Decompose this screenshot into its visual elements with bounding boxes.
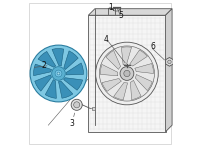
Circle shape	[96, 42, 158, 105]
Polygon shape	[35, 75, 51, 91]
Polygon shape	[166, 9, 172, 132]
Polygon shape	[135, 75, 152, 91]
Polygon shape	[130, 80, 141, 100]
Polygon shape	[130, 50, 147, 66]
Circle shape	[52, 67, 65, 80]
Polygon shape	[106, 50, 121, 69]
Polygon shape	[114, 82, 128, 100]
Ellipse shape	[113, 8, 120, 11]
Circle shape	[168, 60, 171, 64]
Polygon shape	[166, 57, 173, 66]
Text: 2: 2	[42, 61, 46, 70]
Polygon shape	[38, 51, 56, 67]
Bar	[88, 15, 166, 132]
Circle shape	[30, 45, 87, 102]
Polygon shape	[88, 9, 172, 15]
Polygon shape	[34, 64, 52, 76]
Circle shape	[124, 70, 130, 77]
Text: 5: 5	[119, 11, 124, 20]
Polygon shape	[135, 64, 154, 74]
Text: 1: 1	[109, 3, 113, 12]
Polygon shape	[102, 78, 121, 91]
Text: 4: 4	[104, 35, 109, 44]
Text: 3: 3	[69, 119, 74, 128]
Circle shape	[99, 46, 154, 101]
Polygon shape	[66, 63, 83, 75]
Polygon shape	[45, 80, 56, 98]
Circle shape	[57, 72, 60, 75]
Polygon shape	[52, 49, 64, 66]
Circle shape	[71, 99, 82, 110]
Polygon shape	[100, 64, 118, 76]
Polygon shape	[64, 78, 83, 90]
Polygon shape	[121, 47, 132, 65]
Polygon shape	[64, 51, 78, 70]
Circle shape	[55, 70, 62, 77]
Polygon shape	[59, 81, 73, 98]
Bar	[92, 107, 95, 110]
Text: 6: 6	[151, 42, 156, 51]
Circle shape	[120, 67, 134, 80]
Circle shape	[74, 102, 80, 108]
